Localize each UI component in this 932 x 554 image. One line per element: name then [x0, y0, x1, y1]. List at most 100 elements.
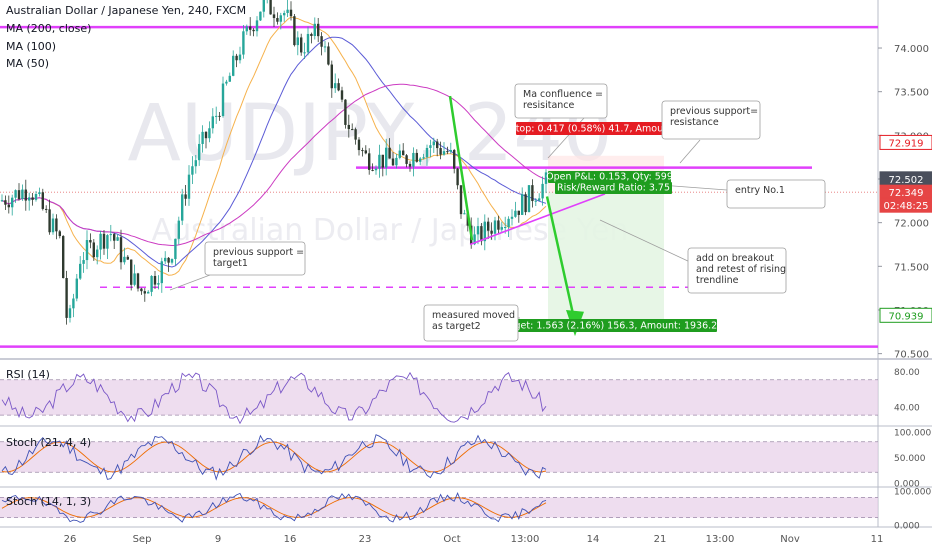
candle-body — [334, 83, 337, 89]
candle-body — [490, 230, 493, 234]
time-tick-label: 16 — [284, 534, 297, 545]
candle-body — [296, 37, 299, 46]
time-axis: 26 Sep 9 16 23 Oct 13:00 14 21 13:00 Nov 11 — [64, 534, 884, 545]
candle-body — [218, 115, 221, 117]
candle-body — [51, 218, 55, 233]
candle-body — [130, 259, 133, 285]
time-tick-label: 13:00 — [511, 534, 540, 545]
candle-body — [89, 240, 92, 243]
candle-body — [82, 260, 85, 264]
stoch2-band — [0, 497, 878, 518]
rsi-tick-label: 40.00 — [894, 403, 920, 413]
candle-body — [439, 148, 442, 155]
candle-body — [174, 238, 177, 260]
stoch1-tick-label: 0.000 — [894, 479, 920, 489]
annotation-text: resistance — [670, 117, 719, 128]
rising-trendline — [469, 193, 606, 246]
candle-body — [55, 218, 58, 232]
candle-body — [113, 234, 116, 241]
candle-body — [527, 185, 531, 213]
time-tick-label: 11 — [871, 534, 884, 545]
candle-body — [388, 147, 391, 159]
rsi-pane-title[interactable]: RSI (14) — [6, 368, 50, 381]
indicator-ma50[interactable]: MA (50) — [6, 57, 50, 70]
candle-body — [170, 259, 174, 263]
candle-body — [330, 64, 333, 89]
candle-body — [41, 192, 44, 209]
candle-body — [408, 163, 412, 167]
candle-body — [534, 200, 537, 202]
candle-body — [357, 139, 361, 151]
price-tick-label: 74.000 — [894, 44, 929, 55]
candle-body — [337, 83, 340, 91]
candle-body — [65, 278, 68, 318]
candle-body — [92, 242, 95, 258]
price-label-box — [879, 134, 932, 150]
candle-body — [232, 55, 235, 76]
indicator-ma100[interactable]: MA (100) — [6, 40, 57, 53]
open-pnl-label: Open P&L: 0.153, Qty: 599 — [546, 172, 673, 183]
candle-body — [7, 204, 10, 208]
candle-body — [378, 154, 381, 169]
candle-body — [262, 0, 265, 12]
candle-body — [310, 33, 313, 36]
time-tick-label: Nov — [780, 534, 800, 545]
stoch2-tick-label: 100.000 — [894, 488, 931, 498]
candle-body — [531, 185, 534, 202]
candle-body — [385, 147, 388, 168]
candle-body — [4, 200, 7, 205]
candle-body — [317, 23, 320, 37]
candle-body — [225, 81, 228, 84]
candle-body — [106, 235, 109, 249]
candle-body — [177, 220, 180, 239]
target-label: Target: 1.563 (2.16%) 156.3, Amount: 193… — [500, 321, 724, 332]
candle-body — [79, 263, 82, 279]
candle-body — [483, 221, 486, 242]
time-tick-label: 23 — [359, 534, 372, 545]
candle-body — [456, 168, 459, 186]
candle-body — [347, 124, 350, 130]
annotation-box — [726, 179, 826, 209]
time-tick-label: 9 — [215, 534, 221, 545]
time-tick-label: 14 — [587, 534, 600, 545]
candle-body — [238, 54, 242, 61]
candle-body — [303, 52, 306, 54]
candle-body — [119, 237, 123, 263]
candle-body — [521, 194, 524, 215]
stoch2-pane-title[interactable]: Stoch (14, 1, 3) — [6, 495, 92, 508]
candle-body — [58, 231, 61, 237]
candle-body — [524, 194, 527, 213]
stoch1-pane-title[interactable]: Stoch (21, 4, 4) — [6, 436, 92, 449]
candles — [0, 0, 548, 325]
annotation-text: measured moved — [432, 310, 515, 321]
candle-body — [102, 233, 106, 249]
candle-body — [320, 36, 323, 47]
candle-body — [14, 190, 17, 198]
impulse-arrow-line — [448, 95, 474, 241]
candle-body — [68, 308, 72, 318]
price-label-text: 72.502 — [889, 175, 924, 186]
candle-body — [442, 151, 446, 155]
candle-body — [242, 31, 245, 55]
stoch1-tick-label: 100.000 — [894, 429, 931, 439]
candle-body — [412, 152, 415, 167]
price-labels: 72.919 72.502 72.349 02:48:25 70.939 — [879, 134, 932, 323]
candle-body — [538, 198, 541, 201]
candle-body — [405, 155, 408, 164]
candle-body — [436, 141, 439, 149]
candle-body — [500, 227, 503, 230]
candle-body — [371, 169, 374, 171]
annotation-box — [423, 304, 519, 342]
candle-body — [153, 275, 157, 285]
annotation-text: add on breakout — [696, 253, 774, 264]
candle-body — [259, 11, 262, 21]
annotation-box — [687, 247, 787, 294]
candle-body — [323, 46, 327, 48]
candle-body — [235, 55, 238, 61]
candle-body — [75, 278, 78, 299]
candle-body — [419, 158, 422, 162]
indicator-ma200[interactable]: MA (200, close) — [6, 22, 92, 35]
